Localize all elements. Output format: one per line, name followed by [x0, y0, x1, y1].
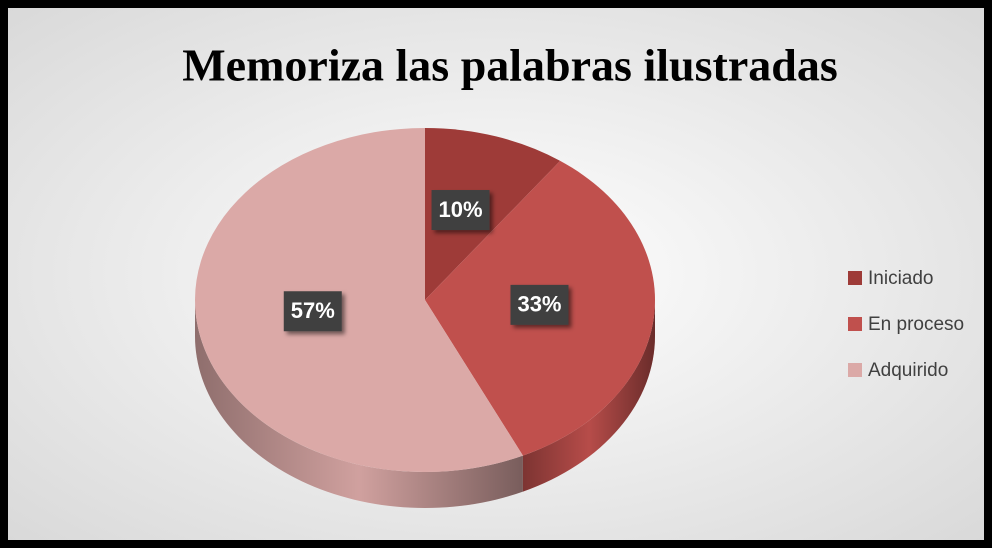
- legend-label: En proceso: [868, 314, 964, 335]
- side-shade: [195, 300, 523, 508]
- data-label: 10%: [439, 197, 483, 222]
- label-box: [431, 190, 490, 231]
- legend-swatch: [848, 363, 862, 377]
- side-shade: [522, 300, 655, 492]
- pie: [194, 127, 655, 508]
- labels: 10% 33% 57%: [283, 190, 569, 332]
- legend-label: Adquirido: [868, 360, 948, 381]
- label-box: [283, 291, 342, 332]
- chart-title: Memoriza las palabras ilustradas: [182, 40, 837, 91]
- legend-swatch: [848, 271, 862, 285]
- slice: [194, 127, 523, 473]
- legend-swatch: [848, 317, 862, 331]
- legend-label: Iniciado: [868, 268, 934, 289]
- slice: [425, 128, 561, 300]
- data-label: 57%: [291, 298, 335, 323]
- legend: Iniciado En proceso Adquirido: [848, 268, 964, 381]
- label-box: [510, 284, 569, 325]
- data-label: 33%: [517, 292, 561, 317]
